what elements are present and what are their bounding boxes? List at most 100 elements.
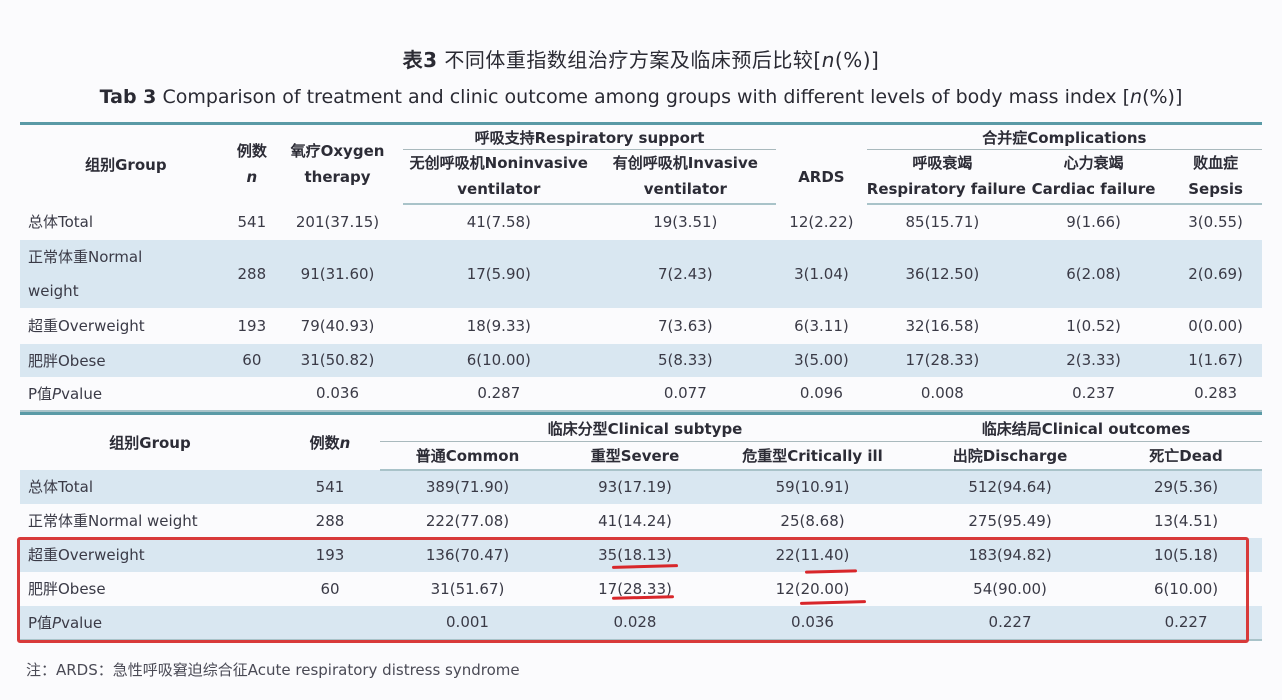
header-complications: 合并症Complications xyxy=(866,122,1262,150)
header-severe: 重型Severe xyxy=(555,441,715,471)
header-common: 普通Common xyxy=(380,441,555,471)
cell-common: 136(70.47) xyxy=(425,545,510,564)
cell-dead: 13(4.51) xyxy=(1153,511,1219,530)
cell-group: P值Pvalue xyxy=(20,376,232,412)
cell-group: P值Pvalue xyxy=(20,605,280,641)
cell-ards: 3(1.04) xyxy=(794,264,849,283)
table-row: 正常体重Normal weight 288 222(77.08) 41(14.2… xyxy=(20,504,1262,538)
cell-discharge: 275(95.49) xyxy=(968,511,1052,530)
cell-noninvasive: 0.287 xyxy=(403,376,595,412)
cell-discharge: 0.227 xyxy=(910,605,1111,641)
cell-n: 60 xyxy=(320,579,340,598)
treatment-table: 组别Group 例数 n 氧疗Oxygen therapy 呼吸支持Respirat… xyxy=(20,122,1262,412)
pvalue-label-en: value xyxy=(61,613,103,632)
header-oxygen-l1: 氧疗Oxygen xyxy=(290,142,385,161)
cell-n: 288 xyxy=(315,511,345,530)
cell-cardiac-failure: 6(2.08) xyxy=(1066,264,1121,283)
table-title-chinese: 表3 不同体重指数组治疗方案及临床预后比较[n(%)] xyxy=(0,44,1282,73)
table-row: 总体Total 541 201(37.15) 41(7.58) 19(3.51)… xyxy=(20,204,1262,240)
header-resp-failure-l1: 呼吸衰竭 xyxy=(912,154,973,173)
cell-resp-failure: 36(12.50) xyxy=(905,264,980,283)
cell-severe: 0.028 xyxy=(555,605,715,641)
cell-invasive: 19(3.51) xyxy=(653,213,718,231)
cell-dead: 10(5.18) xyxy=(1153,545,1219,564)
cell-resp-failure: 17(28.33) xyxy=(905,351,980,369)
cell-common: 222(77.08) xyxy=(425,511,510,530)
cell-severe: 17(28.33) xyxy=(598,579,672,598)
header-noninvasive-l2: ventilator xyxy=(403,175,595,205)
cell-discharge: 512(94.64) xyxy=(968,478,1052,496)
cell-dead: 29(5.36) xyxy=(1153,478,1219,496)
outcome-table: 组别Group 例数n 临床分型Clinical subtype 临床结局Cli… xyxy=(20,412,1263,641)
cell-oxygen: 31(50.82) xyxy=(300,351,375,369)
header-group: 组别Group xyxy=(20,122,232,204)
header-resp-failure-l2: Respiratory failure xyxy=(866,175,1026,205)
cell-n: 288 xyxy=(237,264,267,283)
cell-noninvasive: 17(5.90) xyxy=(466,264,531,283)
table-row-pvalue: P值Pvalue 0.036 0.287 0.077 0.096 0.008 0… xyxy=(20,376,1262,412)
table-row: 超重Overweight 193 136(70.47) 35(18.13) 22… xyxy=(20,537,1263,572)
cell-noninvasive: 41(7.58) xyxy=(466,213,531,231)
cell-invasive: 5(8.33) xyxy=(657,351,713,369)
cell-n: 60 xyxy=(242,351,262,369)
table-row: 总体Total 541 389(71.90) 93(17.19) 59(10.9… xyxy=(20,469,1263,504)
cell-group: 总体Total xyxy=(28,478,94,496)
table-row-pvalue: P值Pvalue 0.001 0.028 0.036 0.227 0.227 xyxy=(20,605,1263,641)
cell-resp-failure: 32(16.58) xyxy=(905,316,980,335)
cell-invasive: 7(2.43) xyxy=(657,264,713,283)
pvalue-label-en: value xyxy=(61,384,103,403)
cell-ards: 12(2.22) xyxy=(789,212,854,231)
header-respiratory-support: 呼吸支持Respiratory support xyxy=(403,122,777,150)
pvalue-label-cn: P值 xyxy=(28,613,53,632)
cell-group-l1: 正常体重Normal xyxy=(28,247,143,266)
cell-group: 肥胖Obese xyxy=(28,351,106,370)
cell-group: 超重Overweight xyxy=(28,546,145,564)
table-title-english: Tab 3 Comparison of treatment and clinic… xyxy=(0,86,1282,108)
cell-dead: 0.227 xyxy=(1110,605,1263,641)
header-clinical-subtype: 临床分型Clinical subtype xyxy=(380,412,911,442)
cell-cardiac-failure: 0.237 xyxy=(1017,376,1170,412)
cell-n xyxy=(280,605,380,641)
header-oxygen-l2: therapy xyxy=(304,168,371,187)
cell-cardiac-failure: 1(0.52) xyxy=(1066,316,1121,335)
cell-severe: 41(14.24) xyxy=(598,511,672,530)
cell-discharge: 54(90.00) xyxy=(973,579,1047,598)
header-n: 例数n xyxy=(280,412,380,470)
cell-n xyxy=(231,376,272,412)
cell-oxygen: 91(31.60) xyxy=(300,264,375,283)
cell-ards: 0.096 xyxy=(776,376,867,412)
cell-common: 389(71.90) xyxy=(425,478,510,496)
cell-sepsis: 2(0.69) xyxy=(1188,264,1243,283)
header-group: 组别Group xyxy=(20,412,280,470)
cell-cardiac-failure: 2(3.33) xyxy=(1066,351,1121,369)
title-cn-prefix: 表3 xyxy=(402,48,438,72)
cell-critically-ill: 25(8.68) xyxy=(780,511,845,530)
cell-common: 31(51.67) xyxy=(430,579,505,598)
cell-sepsis: 3(0.55) xyxy=(1188,213,1243,231)
cell-group: 正常体重Normal weight xyxy=(28,512,198,530)
cell-sepsis: 0(0.00) xyxy=(1188,316,1243,335)
cell-dead: 6(10.00) xyxy=(1153,579,1219,598)
header-n-italic: n xyxy=(339,433,351,452)
cell-sepsis: 0.283 xyxy=(1169,376,1262,412)
header-n-italic: n xyxy=(246,168,258,187)
table-row: 肥胖Obese 60 31(51.67) 17(28.33) 12(20.00)… xyxy=(20,572,1262,606)
header-cardiac-failure-l1: 心力衰竭 xyxy=(1063,154,1124,173)
title-cn-suffix: (%)] xyxy=(834,48,880,72)
cell-oxygen: 0.036 xyxy=(272,376,404,412)
title-cn-text: 不同体重指数组治疗方案及临床预后比较[ xyxy=(437,48,822,72)
pvalue-label-cn: P值 xyxy=(28,384,53,403)
cell-ards: 3(5.00) xyxy=(794,351,849,369)
cell-oxygen: 79(40.93) xyxy=(300,316,375,335)
header-noninvasive-l1: 无创呼吸机Noninvasive xyxy=(409,154,588,173)
header-dead: 死亡Dead xyxy=(1110,441,1263,471)
cell-sepsis: 1(1.67) xyxy=(1188,351,1243,369)
cell-invasive: 0.077 xyxy=(594,376,777,412)
cell-critically-ill: 0.036 xyxy=(715,605,911,641)
header-critically-ill: 危重型Critically ill xyxy=(715,441,911,471)
header-sepsis-l2: Sepsis xyxy=(1169,175,1262,205)
cell-group-l2: weight xyxy=(28,281,79,300)
cell-noninvasive: 18(9.33) xyxy=(466,316,531,335)
header-ards: ARDS xyxy=(798,167,845,186)
